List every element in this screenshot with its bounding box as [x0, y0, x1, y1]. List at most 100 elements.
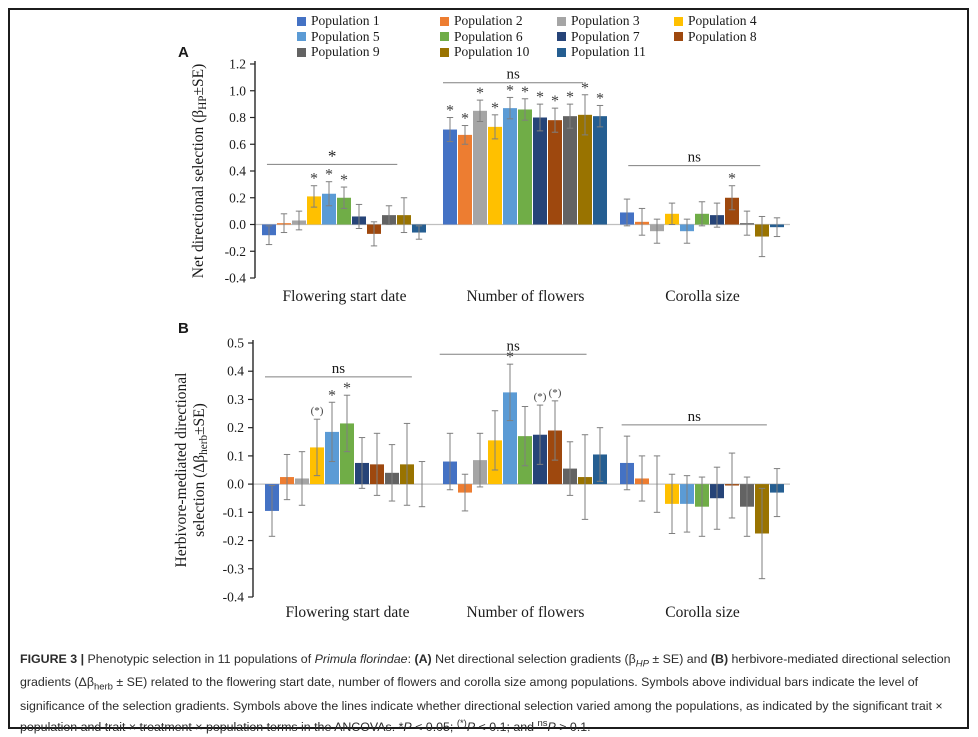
- y-tick-label: 1.0: [229, 83, 246, 98]
- legend-swatch-icon: [557, 32, 566, 41]
- y-tick-label: -0.4: [225, 271, 247, 286]
- caption-segment: Net directional selection gradients (β: [431, 652, 636, 666]
- caption-segment: herb: [93, 681, 113, 693]
- significance-mark: *: [596, 90, 604, 107]
- y-axis-title: Net directional selection (βHP±SE): [190, 64, 209, 279]
- group-significance-label: *: [328, 146, 337, 165]
- caption-segment: herbivore-mediated directional selection…: [20, 652, 951, 690]
- category-label: Number of flowers: [467, 604, 585, 621]
- legend-label: Population 6: [454, 28, 523, 44]
- bar: [518, 109, 532, 225]
- significance-mark: *: [340, 172, 348, 189]
- caption-segment: (*): [456, 717, 467, 729]
- significance-mark: *: [581, 80, 589, 97]
- significance-mark: (*): [534, 391, 547, 403]
- caption-segment: FIGURE 3 |: [20, 652, 88, 666]
- significance-mark: *: [491, 100, 499, 117]
- bar: [503, 108, 517, 225]
- caption-segment: < 0.1; and: [475, 720, 538, 735]
- y-tick-label: 0.4: [227, 364, 244, 379]
- y-tick-label: -0.3: [223, 561, 245, 576]
- bar: [725, 197, 739, 225]
- y-tick-label: 0.8: [229, 110, 246, 125]
- bar: [337, 197, 351, 225]
- legend-label: Population 9: [311, 44, 380, 59]
- legend-swatch-icon: [440, 16, 449, 26]
- y-tick-label: 1.2: [229, 57, 246, 72]
- legend-swatch-icon: [674, 32, 683, 41]
- legend-label: Population 2: [454, 13, 523, 28]
- category-label: Flowering start date: [283, 288, 407, 305]
- legend-swatch-icon: [557, 47, 566, 57]
- group-significance-label: ns: [688, 409, 702, 425]
- y-axis-title: selection (Δβherb±SE): [191, 403, 210, 537]
- bar: [488, 126, 502, 225]
- significance-mark: *: [461, 111, 469, 128]
- caption-segment: ± SE) related to the flowering start dat…: [20, 675, 943, 735]
- bar: [473, 110, 487, 225]
- y-axis-title: Herbivore-mediated directional: [173, 373, 190, 568]
- caption-segment: > 0.1.: [555, 720, 591, 735]
- legend-swatch-icon: [440, 47, 449, 57]
- legend-item: Population 10: [440, 44, 529, 59]
- bar: [563, 116, 577, 225]
- legend-swatch-icon: [674, 16, 683, 26]
- legend-label: Population 11: [571, 44, 646, 59]
- bar: [503, 392, 517, 485]
- category-label: Number of flowers: [467, 288, 585, 305]
- significance-mark: *: [536, 89, 544, 106]
- y-tick-label: 0.0: [229, 217, 246, 232]
- y-tick-label: 0.3: [227, 392, 244, 407]
- legend-item: Population 11: [557, 44, 646, 59]
- y-tick-label: -0.4: [223, 590, 245, 605]
- legend-swatch-icon: [297, 16, 306, 26]
- category-label: Corolla size: [665, 288, 740, 305]
- significance-mark: *: [506, 349, 514, 366]
- bar: [443, 129, 457, 225]
- bar: [578, 114, 592, 225]
- legend-item: Population 1: [297, 13, 380, 28]
- bar: [322, 193, 336, 225]
- figure-border: [8, 8, 969, 729]
- legend-swatch-icon: [440, 32, 449, 41]
- figure-caption: FIGURE 3 | Phenotypic selection in 11 po…: [20, 650, 958, 736]
- significance-mark: *: [310, 171, 318, 188]
- caption-segment: ns: [537, 717, 548, 729]
- significance-mark: *: [566, 89, 574, 106]
- bar: [593, 116, 607, 225]
- group-significance-label: ns: [332, 361, 346, 377]
- legend-label: Population 4: [688, 13, 757, 28]
- y-tick-label: -0.2: [223, 533, 244, 548]
- significance-mark: (*): [311, 405, 324, 417]
- significance-mark: *: [446, 103, 454, 120]
- caption-segment: HP: [635, 658, 649, 670]
- legend-label: Population 7: [571, 28, 640, 44]
- caption-segment: ± SE) and: [648, 652, 711, 666]
- legend-label: Population 10: [454, 44, 530, 59]
- caption-segment: P: [403, 720, 412, 735]
- significance-mark: *: [343, 380, 351, 397]
- legend-item: Population 5: [297, 29, 380, 44]
- legend-label: Population 8: [688, 28, 757, 44]
- significance-mark: *: [551, 93, 559, 110]
- legend-swatch-icon: [297, 47, 306, 57]
- group-significance-label: ns: [506, 338, 520, 354]
- significance-mark: *: [476, 85, 484, 102]
- group-significance-label: ns: [688, 150, 702, 166]
- y-tick-label: -0.1: [223, 505, 244, 520]
- caption-segment: :: [407, 652, 415, 666]
- category-label: Flowering start date: [286, 604, 410, 621]
- panel-letter: B: [178, 320, 189, 337]
- caption-segment: P: [547, 720, 556, 735]
- legend-swatch-icon: [557, 16, 566, 26]
- y-tick-label: 0.2: [227, 420, 244, 435]
- caption-segment: P: [466, 720, 476, 735]
- y-tick-label: 0.0: [227, 477, 244, 492]
- significance-mark: *: [728, 171, 736, 188]
- bar: [340, 423, 354, 485]
- group-significance-label: ns: [506, 67, 520, 83]
- legend-item: Population 6: [440, 29, 523, 44]
